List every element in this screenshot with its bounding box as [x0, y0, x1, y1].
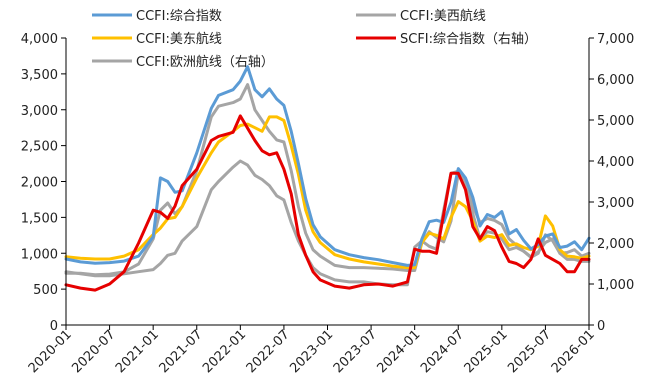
legend-item-ccfi-us-west: CCFI:美西航线	[356, 8, 486, 24]
series-ccfi-europe	[64, 159, 591, 287]
right-y-tick-label: 2,000	[597, 237, 634, 252]
right-y-tick-label: 7,000	[597, 32, 634, 47]
x-tick-label: 2024-01	[374, 327, 423, 376]
left-y-tick-label: 0	[50, 319, 58, 334]
right-y-tick-label: 5,000	[597, 114, 634, 129]
legend-label-scfi-composite: SCFI:综合指数（右轴）	[400, 32, 537, 47]
legend-label-ccfi-composite: CCFI:综合指数	[136, 9, 222, 24]
left-y-tick-label: 4,000	[21, 32, 58, 47]
legend-item-ccfi-us-east: CCFI:美东航线	[92, 31, 222, 47]
x-tick-label: 2022-01	[200, 327, 249, 376]
x-tick-label: 2020-01	[26, 327, 75, 376]
left-y-ticks: 0 500 1,000 1,500 2,000 2,500 3,000 3,500 4,000	[21, 32, 66, 334]
left-y-tick-label: 3,500	[21, 68, 58, 83]
legend-label-ccfi-us-east: CCFI:美东航线	[136, 31, 222, 47]
series-scfi-composite	[64, 114, 591, 292]
right-y-tick-label: 6,000	[597, 73, 634, 88]
x-tick-label: 2021-01	[113, 327, 162, 376]
right-y-ticks: 0 1,000 2,000 3,000 4,000 5,000 6,000 7,000	[589, 32, 634, 334]
x-tick-label: 2022-07	[244, 327, 293, 376]
x-tick-label: 2025-01	[462, 327, 511, 376]
legend: CCFI:综合指数 CCFI:美西航线 CCFI:美东航线 SCFI:综合指数（…	[92, 8, 537, 70]
right-y-tick-label: 4,000	[597, 155, 634, 170]
x-tick-label: 2020-07	[69, 327, 118, 376]
legend-label-ccfi-us-west: CCFI:美西航线	[400, 8, 486, 24]
left-y-tick-label: 2,000	[21, 176, 58, 191]
right-y-tick-label: 1,000	[597, 278, 634, 293]
x-tick-label: 2021-07	[157, 327, 206, 376]
left-y-tick-label: 2,500	[21, 140, 58, 155]
legend-label-ccfi-europe: CCFI:欧洲航线（右轴）	[136, 54, 274, 70]
series-ccfi-us-east	[64, 115, 591, 270]
right-y-tick-label: 3,000	[597, 196, 634, 211]
x-tick-label: 2023-07	[331, 327, 380, 376]
series-layer	[64, 65, 591, 292]
series-ccfi-composite	[64, 65, 591, 267]
legend-item-ccfi-europe: CCFI:欧洲航线（右轴）	[92, 54, 274, 70]
right-y-tick-label: 0	[597, 319, 605, 334]
x-tick-label: 2024-07	[418, 327, 467, 376]
left-y-tick-label: 1,000	[21, 247, 58, 262]
left-y-tick-label: 500	[33, 283, 58, 298]
x-tick-label: 2023-01	[287, 327, 336, 376]
legend-item-ccfi-composite: CCFI:综合指数	[92, 9, 222, 24]
x-ticks: 2020-012020-072021-012021-072022-012022-…	[26, 325, 598, 376]
left-y-tick-label: 1,500	[21, 211, 58, 226]
left-y-tick-label: 3,000	[21, 104, 58, 119]
legend-item-scfi-composite: SCFI:综合指数（右轴）	[356, 32, 537, 47]
x-tick-label: 2025-07	[505, 327, 554, 376]
x-tick-label: 2026-01	[549, 327, 598, 376]
